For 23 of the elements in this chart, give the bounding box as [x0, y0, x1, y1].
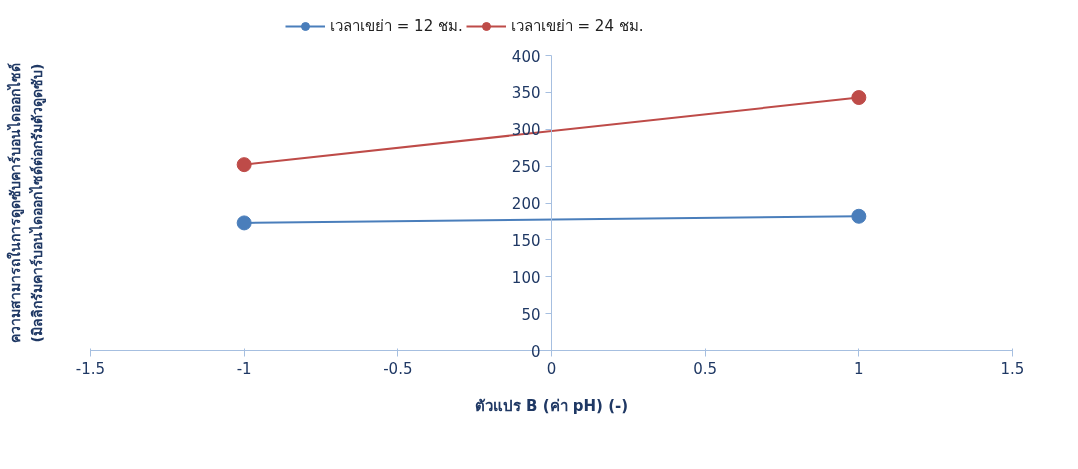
point [236, 157, 252, 173]
y-tick-label: 0 [530, 342, 541, 361]
x-tick-label: -1 [236, 359, 252, 378]
x-tick-label: -1.5 [75, 359, 106, 378]
y-tick-label: 400 [511, 47, 541, 66]
y-tick-label: 150 [511, 231, 541, 250]
y-tick-label: 350 [511, 84, 541, 103]
point [236, 215, 252, 231]
x-tick-label: 0.5 [693, 359, 718, 378]
legend-label: เวลาเขย่า = 24 ชม. [510, 16, 644, 37]
y-axis-title: ความสามารถในการดูดซับคาร์บอนไดออกไซด์ (มิลลิกรัมคาร์บอนไดออกไซด์ต่อกรัมตัวดูดซับ) [5, 63, 46, 343]
x-tick-label: -0.5 [383, 359, 413, 378]
y-tick-label: 100 [511, 268, 541, 287]
y-tick-label: 250 [511, 158, 541, 177]
x-axis-title: ตัวแปร B (ค่า pH) (-) [474, 396, 629, 415]
point [851, 90, 867, 106]
point [851, 208, 867, 224]
x-tick-label: 1 [854, 359, 864, 378]
y-tick-label: 200 [511, 195, 541, 213]
legend-label: เวลาเขย่า = 12 ชม. [330, 16, 463, 37]
y-tick-label: 50 [521, 305, 541, 324]
x-tick-label: 0 [546, 359, 557, 378]
x-tick-label: 1.5 [1000, 359, 1025, 378]
